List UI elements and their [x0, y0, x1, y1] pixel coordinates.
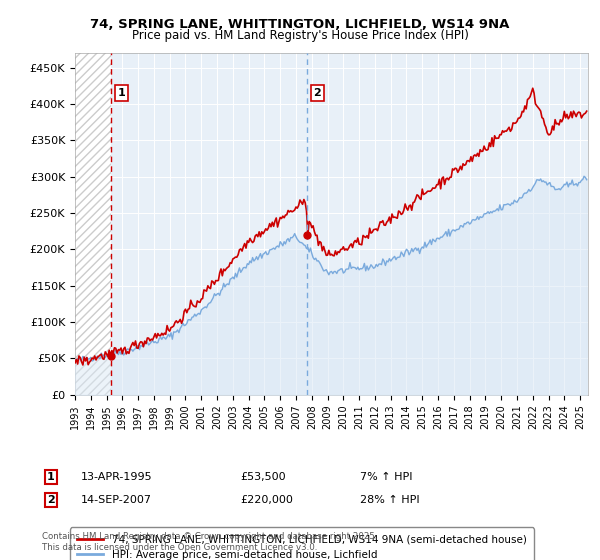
Bar	[75, 53, 111, 395]
Legend: 74, SPRING LANE, WHITTINGTON, LICHFIELD, WS14 9NA (semi-detached house), HPI: Av: 74, SPRING LANE, WHITTINGTON, LICHFIELD,…	[70, 528, 534, 560]
Text: Contains HM Land Registry data © Crown copyright and database right 2025.
This d: Contains HM Land Registry data © Crown c…	[42, 533, 377, 552]
Text: 74, SPRING LANE, WHITTINGTON, LICHFIELD, WS14 9NA: 74, SPRING LANE, WHITTINGTON, LICHFIELD,…	[91, 18, 509, 31]
Text: 14-SEP-2007: 14-SEP-2007	[81, 495, 152, 505]
Text: 2: 2	[47, 495, 55, 505]
Text: £53,500: £53,500	[240, 472, 286, 482]
Text: 7% ↑ HPI: 7% ↑ HPI	[360, 472, 413, 482]
Text: 28% ↑ HPI: 28% ↑ HPI	[360, 495, 419, 505]
Text: 2: 2	[314, 88, 321, 98]
Text: Price paid vs. HM Land Registry's House Price Index (HPI): Price paid vs. HM Land Registry's House …	[131, 29, 469, 42]
Text: £220,000: £220,000	[240, 495, 293, 505]
Text: 13-APR-1995: 13-APR-1995	[81, 472, 152, 482]
Text: 1: 1	[47, 472, 55, 482]
Text: 1: 1	[118, 88, 125, 98]
